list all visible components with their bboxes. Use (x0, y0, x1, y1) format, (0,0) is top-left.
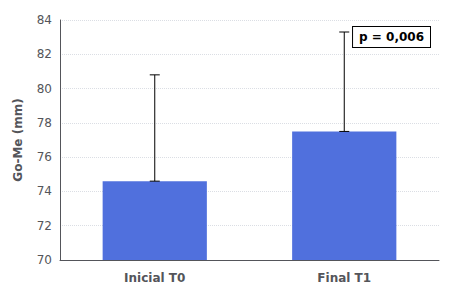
svg-text:78: 78 (37, 116, 52, 130)
svg-text:76: 76 (37, 150, 52, 164)
svg-text:70: 70 (37, 253, 52, 267)
svg-text:p = 0,006: p = 0,006 (359, 30, 424, 44)
svg-text:Inicial T0: Inicial T0 (124, 271, 185, 285)
svg-text:72: 72 (37, 219, 52, 233)
svg-text:Final T1: Final T1 (317, 271, 371, 285)
svg-text:Go-Me (mm): Go-Me (mm) (11, 98, 25, 181)
svg-text:84: 84 (37, 13, 52, 27)
svg-text:74: 74 (37, 184, 52, 198)
svg-text:80: 80 (37, 82, 52, 96)
svg-text:82: 82 (37, 47, 52, 61)
